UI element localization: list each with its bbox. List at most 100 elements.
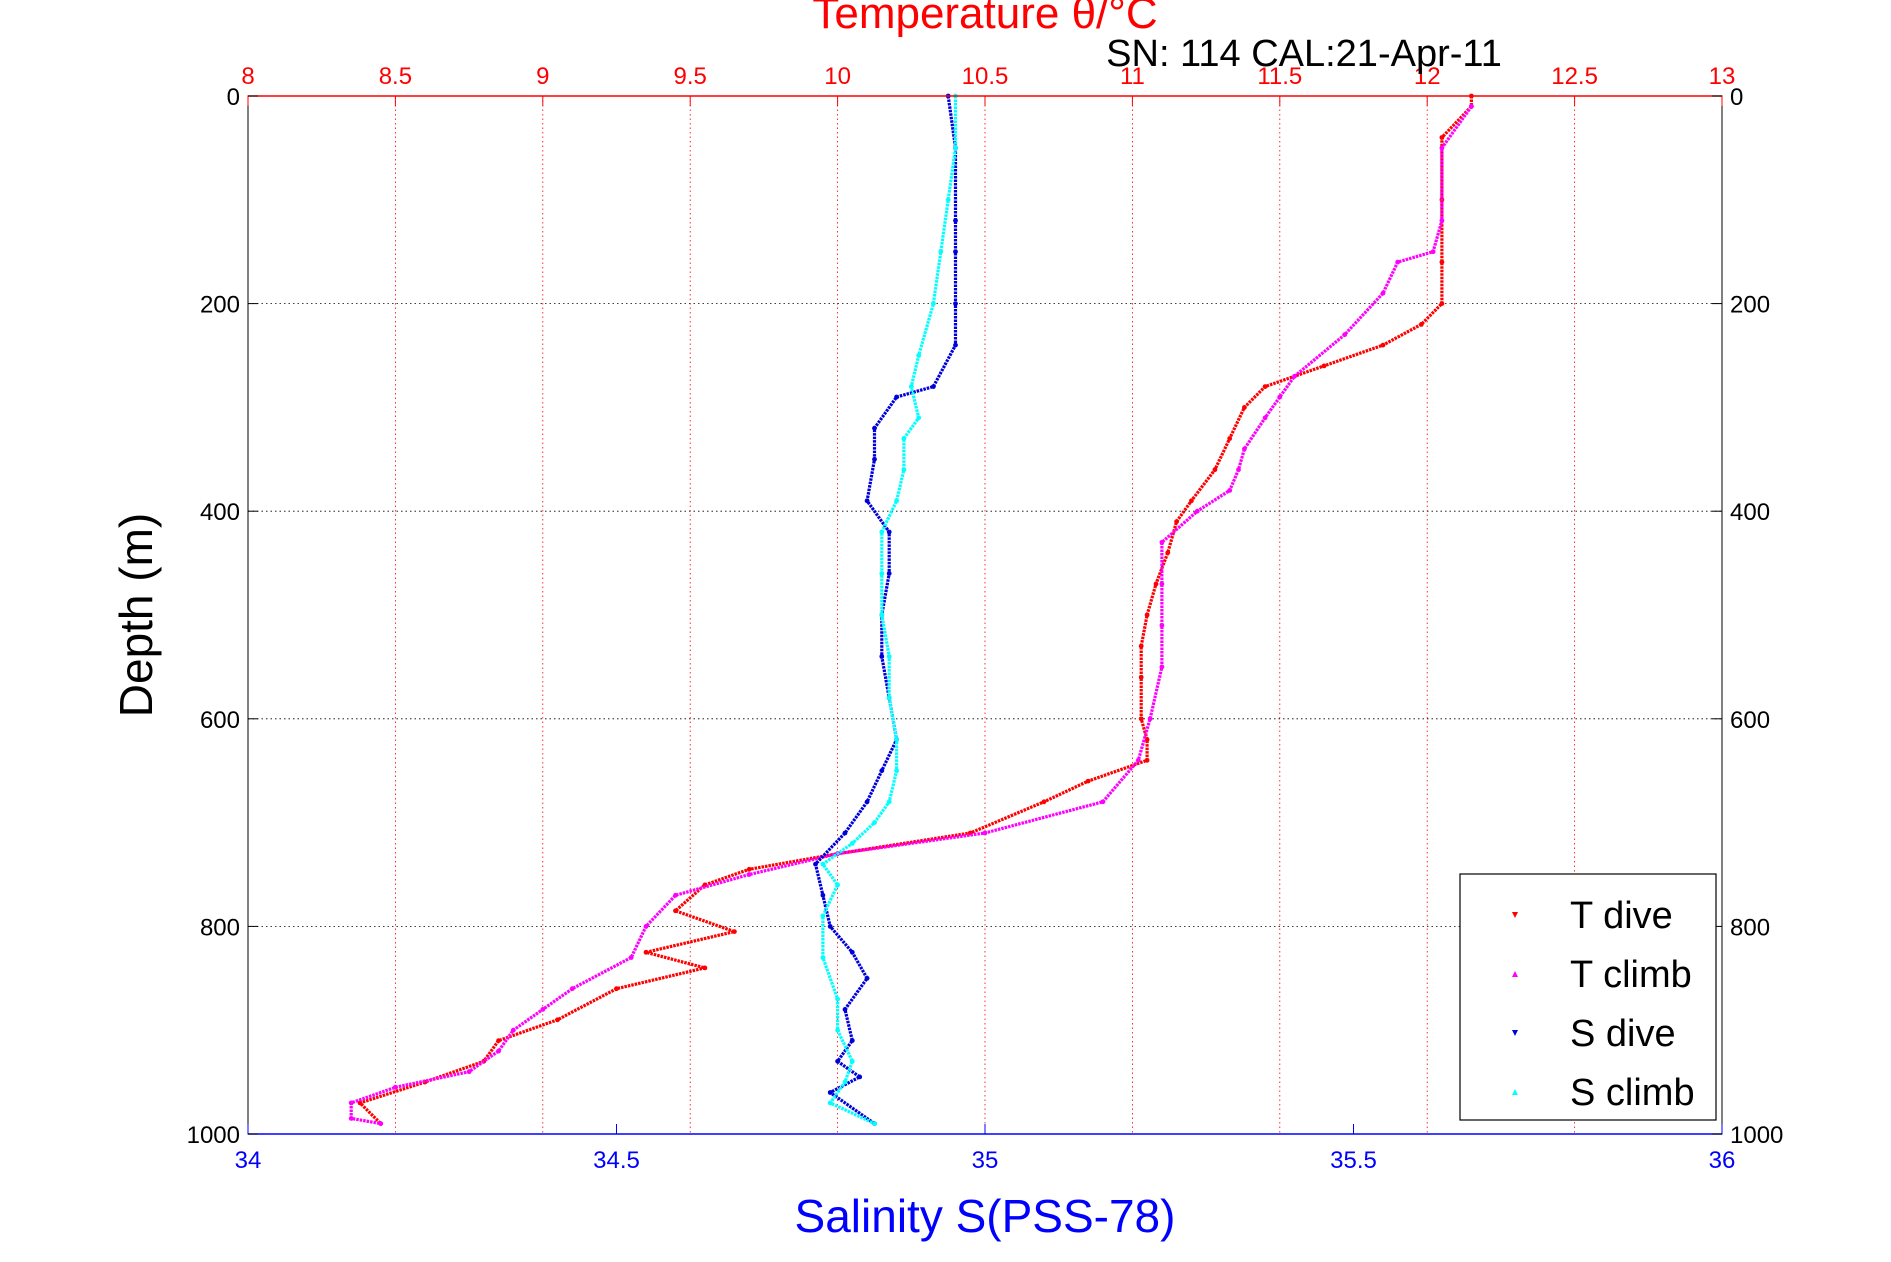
y-axis-label: Depth (m) <box>110 513 162 717</box>
legend-marker <box>1512 912 1518 918</box>
data-point <box>827 1100 833 1106</box>
data-point <box>1212 467 1218 473</box>
data-point <box>1439 135 1445 140</box>
data-point <box>643 924 649 929</box>
data-point <box>901 467 907 473</box>
data-point <box>1100 799 1106 805</box>
data-point <box>886 799 892 805</box>
data-point <box>702 965 708 971</box>
data-point <box>835 1027 840 1033</box>
series-trace <box>349 105 1473 1126</box>
data-point <box>886 571 892 576</box>
data-point <box>864 498 870 504</box>
legend: T dive T climb S dive S climb <box>1459 873 1717 1121</box>
left-tick-label: 800 <box>200 914 240 941</box>
data-point <box>953 301 958 306</box>
data-point <box>746 872 752 877</box>
top-tick-label: 12.5 <box>1551 63 1598 90</box>
data-point <box>673 908 678 914</box>
data-point <box>1159 581 1165 587</box>
data-point <box>953 145 958 151</box>
right-tick-label: 0 <box>1730 84 1743 111</box>
data-point <box>827 1090 833 1095</box>
data-point <box>820 913 826 919</box>
series-trace <box>821 96 958 1126</box>
grid-lines <box>247 96 1723 1134</box>
series-trace <box>813 95 958 1125</box>
data-point <box>953 249 958 255</box>
data-point <box>827 924 833 929</box>
data-point <box>849 841 855 846</box>
series-t-climb <box>348 104 1474 1126</box>
series-s-climb <box>820 93 958 1126</box>
bottom-tick-label: 34 <box>235 1147 262 1174</box>
chart-subtitle: SN: 114 CAL:21-Apr-11 <box>1106 33 1502 75</box>
data-point <box>643 949 649 955</box>
data-point <box>1159 539 1165 545</box>
data-point <box>1242 446 1247 452</box>
data-point <box>820 955 826 960</box>
data-point <box>835 882 840 888</box>
data-point <box>1292 373 1297 379</box>
data-point <box>510 1027 516 1033</box>
left-tick-label: 200 <box>200 292 240 319</box>
data-point <box>872 456 877 462</box>
data-point <box>569 986 575 992</box>
data-point <box>357 1100 363 1106</box>
data-point <box>1041 799 1047 805</box>
legend-marker <box>1512 1089 1518 1095</box>
top-tick-label: 9 <box>536 63 549 90</box>
left-tick-label: 600 <box>200 707 240 734</box>
data-point <box>1242 405 1247 410</box>
data-point <box>348 1116 354 1121</box>
left-tick-label: 1000 <box>187 1122 240 1149</box>
legend-label: T dive <box>1570 895 1673 937</box>
data-point <box>1194 508 1200 514</box>
data-point <box>864 975 870 981</box>
right-tick-label: 400 <box>1730 499 1770 526</box>
data-point <box>1189 498 1194 504</box>
data-point <box>886 695 892 701</box>
data-point <box>1227 436 1233 441</box>
data-point <box>820 892 826 898</box>
data-point <box>1138 643 1144 649</box>
data-point <box>614 986 619 992</box>
data-point <box>1439 145 1445 151</box>
data-point <box>1138 716 1144 722</box>
right-tick-label: 800 <box>1730 914 1770 941</box>
data-point <box>1085 778 1091 784</box>
data-point <box>1439 259 1445 265</box>
data-point <box>1380 290 1386 296</box>
top-tick-label: 9.5 <box>674 63 707 90</box>
top-tick-label: 12 <box>1414 63 1441 90</box>
data-point <box>540 1007 546 1012</box>
data-point <box>1236 467 1241 473</box>
x-axis-label: Salinity S(PSS-78) <box>795 1190 1176 1242</box>
data-point <box>393 1084 398 1090</box>
data-point <box>1395 259 1401 265</box>
data-point <box>872 820 877 825</box>
legend-box <box>1459 873 1717 1121</box>
data-point <box>1430 249 1436 255</box>
data-point <box>879 768 885 774</box>
axis-ticks: 8 8.5 9 9.5 10 10.5 11 11.5 12 12.5 13 34 34.5 35 35.5… <box>187 63 1784 1174</box>
data-point <box>496 1048 501 1054</box>
data-point <box>1262 384 1268 389</box>
data-point <box>842 1079 848 1085</box>
top-tick-label: 8.5 <box>379 63 412 90</box>
data-point <box>732 929 737 934</box>
data-point <box>1153 581 1159 587</box>
data-point <box>849 1038 855 1043</box>
data-point <box>1380 342 1386 348</box>
legend-label: S climb <box>1570 1072 1695 1114</box>
data-point <box>813 861 818 867</box>
data-point <box>894 737 899 742</box>
left-tick-label: 0 <box>227 84 240 111</box>
top-tick-label: 10 <box>824 63 851 90</box>
data-point <box>894 768 899 774</box>
data-point <box>931 384 936 389</box>
left-tick-label: 400 <box>200 499 240 526</box>
data-point <box>1135 757 1141 763</box>
legend-marker <box>1512 1030 1518 1036</box>
